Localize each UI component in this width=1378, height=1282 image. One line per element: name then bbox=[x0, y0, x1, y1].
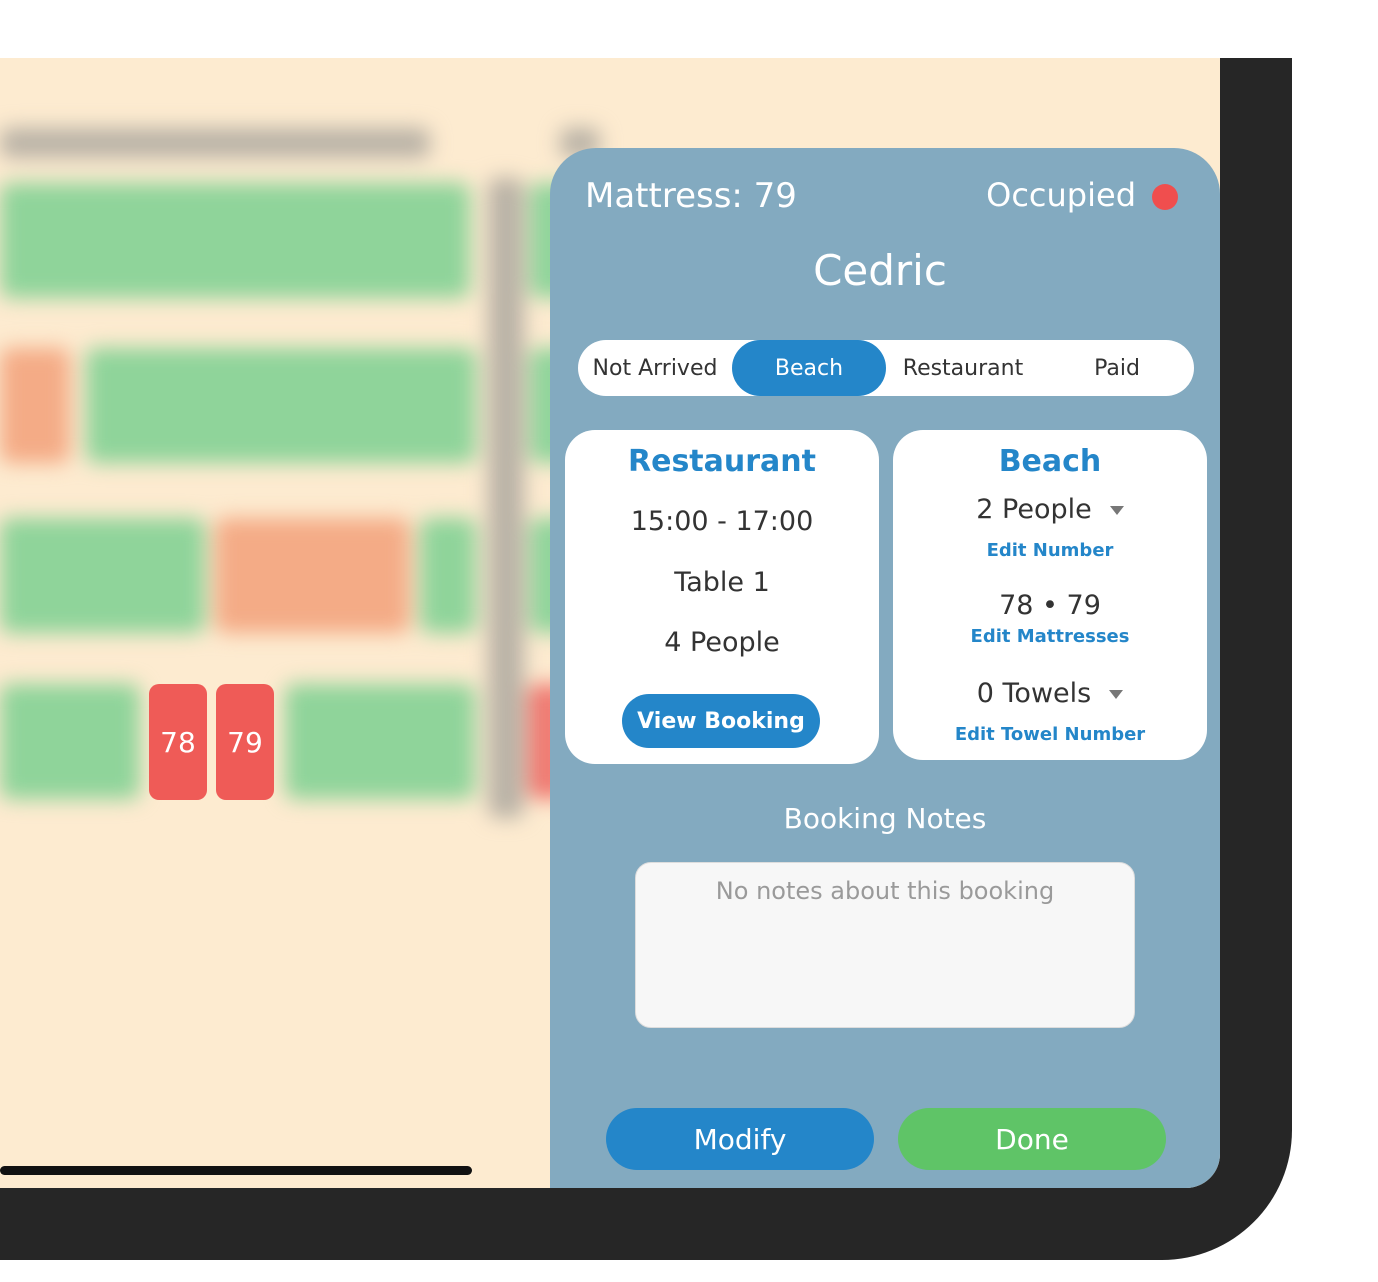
mattress-row bbox=[0, 684, 140, 799]
beach-towels-dropdown[interactable]: 0 Towels bbox=[893, 678, 1207, 709]
beach-card-title: Beach bbox=[998, 444, 1102, 479]
tab-not-arrived[interactable]: Not Arrived bbox=[592, 355, 718, 381]
booking-notes-label: Booking Notes bbox=[783, 802, 987, 835]
done-button[interactable]: Done bbox=[898, 1108, 1166, 1170]
mattress-detail-panel: Mattress: 79 Occupied Cedric Not Arrived… bbox=[550, 148, 1220, 1188]
restaurant-table: Table 1 bbox=[674, 567, 770, 598]
status-label: Occupied bbox=[986, 176, 1136, 214]
mattress-chip-78[interactable]: 78 bbox=[149, 684, 207, 800]
chevron-down-icon bbox=[1109, 506, 1124, 515]
restaurant-card: Restaurant 15:00 - 17:00 Table 1 4 Peopl… bbox=[565, 430, 879, 764]
status-segmented-control: Not Arrived Beach Restaurant Paid bbox=[578, 340, 1194, 396]
status-dot-icon bbox=[1152, 184, 1178, 210]
modify-button[interactable]: Modify bbox=[606, 1108, 874, 1170]
mattress-row bbox=[215, 518, 410, 633]
map-path bbox=[0, 128, 430, 158]
guest-name: Cedric bbox=[813, 246, 947, 295]
mattress-row bbox=[0, 518, 205, 633]
chevron-down-icon bbox=[1109, 690, 1124, 699]
beach-people-value: 2 People bbox=[976, 494, 1092, 525]
beach-people-dropdown[interactable]: 2 People bbox=[893, 494, 1207, 525]
edit-mattresses-link[interactable]: Edit Mattresses bbox=[970, 626, 1130, 647]
tab-beach[interactable]: Beach bbox=[732, 340, 886, 396]
tab-restaurant[interactable]: Restaurant bbox=[902, 355, 1024, 381]
mattress-row bbox=[86, 348, 476, 463]
tab-paid[interactable]: Paid bbox=[1094, 355, 1140, 381]
view-booking-button[interactable]: View Booking bbox=[622, 694, 820, 748]
mattress-title: Mattress: 79 bbox=[585, 176, 797, 216]
mattress-row bbox=[420, 518, 476, 633]
mattress-chip-79[interactable]: 79 bbox=[216, 684, 274, 800]
mattress-row bbox=[0, 348, 70, 463]
restaurant-card-title: Restaurant bbox=[628, 444, 816, 479]
edit-towel-number-link[interactable]: Edit Towel Number bbox=[954, 724, 1146, 745]
screen: 78 79 Mattress: 79 Occupied Cedric Not A… bbox=[0, 58, 1220, 1188]
beach-card: Beach 2 People Edit Number 78 • 79 Edit … bbox=[893, 430, 1207, 760]
home-indicator bbox=[0, 1166, 472, 1175]
booking-notes-box bbox=[635, 862, 1135, 1028]
beach-towels-value: 0 Towels bbox=[976, 678, 1092, 709]
tablet-frame: 78 79 Mattress: 79 Occupied Cedric Not A… bbox=[0, 58, 1292, 1260]
beach-mattresses: 78 • 79 bbox=[999, 590, 1101, 621]
booking-notes-input[interactable] bbox=[636, 863, 1134, 1027]
mattress-row bbox=[0, 183, 470, 298]
edit-number-link[interactable]: Edit Number bbox=[986, 540, 1114, 561]
mattress-row bbox=[285, 684, 475, 799]
restaurant-people: 4 People bbox=[664, 627, 780, 658]
restaurant-time: 15:00 - 17:00 bbox=[630, 506, 814, 537]
map-path bbox=[488, 178, 524, 818]
